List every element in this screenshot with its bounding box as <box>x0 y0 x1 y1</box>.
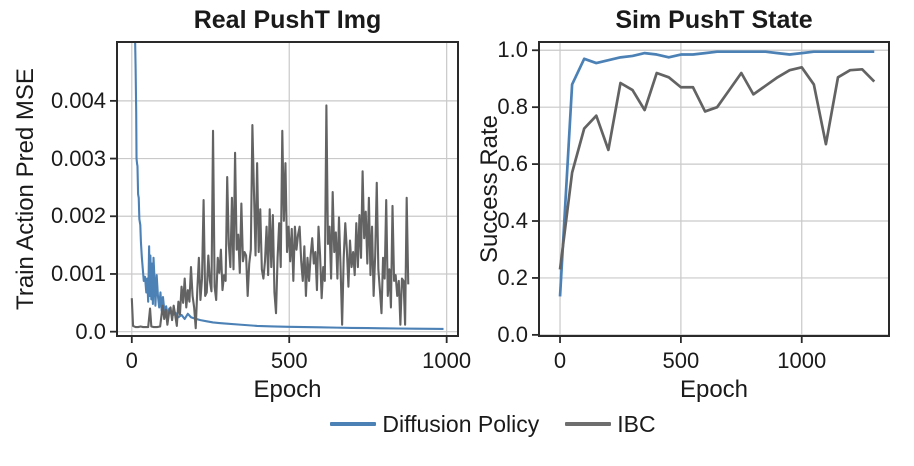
y-tick-label: 0.004 <box>50 87 106 113</box>
plot-border <box>538 41 890 337</box>
x-tick-label: 500 <box>662 348 700 373</box>
x-tick-label: 1000 <box>777 348 827 373</box>
y-tick-label: 0.8 <box>497 94 528 120</box>
right-plot-area <box>532 41 890 343</box>
left-chart-title: Real PushT Img <box>193 6 382 34</box>
y-tick-label: 0.2 <box>497 264 528 290</box>
series-line-diffusion-policy <box>558 50 875 297</box>
plot-border <box>116 41 459 337</box>
left-plot-area <box>110 41 459 343</box>
y-tick-label: 0.001 <box>50 260 106 286</box>
legend-item-diffusion-policy: Diffusion Policy <box>330 411 539 437</box>
right-chart-title: Sim PushT State <box>615 6 813 34</box>
x-tick-label: 500 <box>270 348 308 373</box>
legend-item-ibc: IBC <box>565 411 656 437</box>
y-tick-label: 0.0 <box>75 318 106 344</box>
legend-label: IBC <box>617 411 656 437</box>
y-tick-label: 1.0 <box>497 37 528 63</box>
legend-label: Diffusion Policy <box>382 411 540 437</box>
legend-line-swatch-1 <box>565 422 612 426</box>
series-line-ibc <box>558 65 876 270</box>
y-tick-label: 0.002 <box>50 203 106 229</box>
x-tick-label: 1000 <box>422 348 472 373</box>
right-x-axis-label: Epoch <box>679 376 749 403</box>
y-tick-label: 0.003 <box>50 145 106 171</box>
y-tick-label: 0.4 <box>497 208 528 234</box>
legend-line-swatch-0 <box>330 422 377 426</box>
legend: Diffusion Policy IBC <box>36 411 914 437</box>
series-line-ibc <box>130 104 410 330</box>
left-x-axis-label: Epoch <box>253 376 322 403</box>
x-tick-label: 0 <box>553 348 567 373</box>
x-tick-label: 0 <box>125 348 138 373</box>
y-tick-label: 0.6 <box>497 151 528 177</box>
y-tick-label: 0.0 <box>497 321 528 347</box>
series-line-diffusion-policy <box>134 42 444 330</box>
